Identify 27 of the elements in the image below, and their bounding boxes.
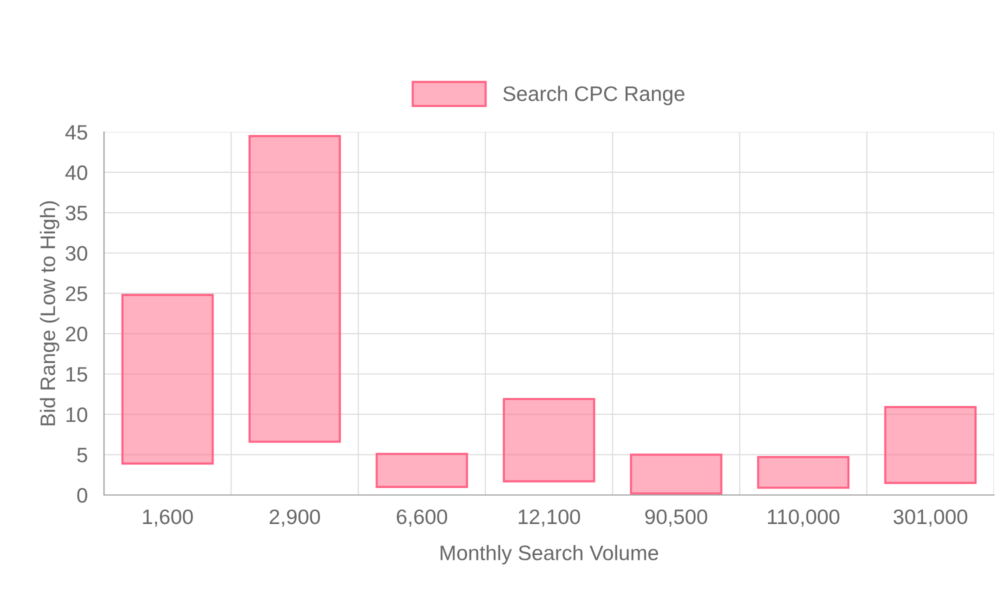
x-tick-label: 12,100 <box>518 509 580 527</box>
x-tick-label: 2,900 <box>270 509 320 527</box>
y-tick-label: 45 <box>65 125 88 140</box>
y-tick-label: 10 <box>66 407 88 422</box>
y-tick-label: 30 <box>66 246 88 261</box>
bar <box>248 134 341 443</box>
bar <box>757 456 850 489</box>
bar <box>630 454 722 494</box>
y-tick-label: 5 <box>77 448 88 462</box>
x-tick-label: 110,000 <box>768 509 840 527</box>
y-tick-label: 40 <box>65 165 88 180</box>
y-axis-title: Bid Range (Low to High) <box>40 201 60 426</box>
x-tick-label: 90,500 <box>645 509 708 527</box>
y-tick-label: 35 <box>66 206 88 220</box>
legend-label: Search CPC Range <box>503 86 684 106</box>
x-axis-title: Monthly Search Volume <box>440 544 658 564</box>
x-tick-label: 6,600 <box>396 509 448 527</box>
bar <box>121 294 214 465</box>
bar <box>502 398 596 482</box>
bar <box>376 452 468 488</box>
y-tick-label: 15 <box>66 367 88 382</box>
y-tick-label: 0 <box>77 488 88 503</box>
y-tick-label: 25 <box>66 286 88 302</box>
y-tick-label: 20 <box>66 326 88 342</box>
x-tick-label: 1,600 <box>143 509 193 527</box>
x-tick-label: 301,000 <box>894 509 968 527</box>
bar <box>884 406 977 484</box>
